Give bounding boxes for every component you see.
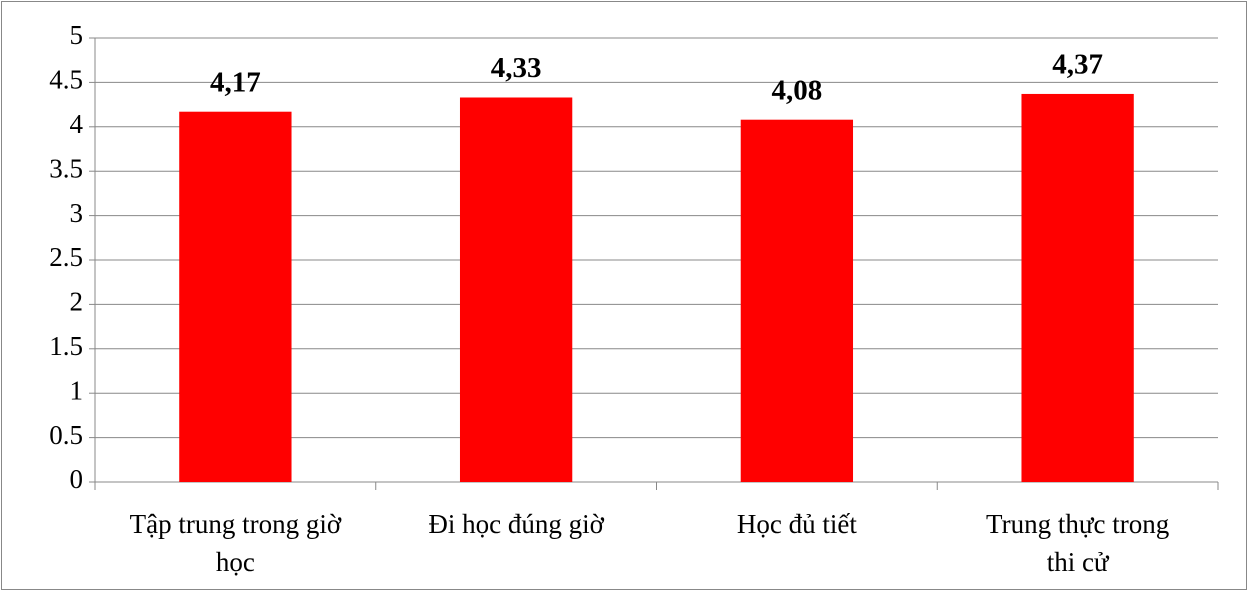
bar	[459, 97, 573, 482]
y-tick-label: 2.5	[49, 242, 83, 272]
y-tick-label: 1.5	[49, 331, 83, 361]
bar	[179, 111, 292, 482]
y-tick-label: 1	[70, 375, 84, 405]
y-tick-label: 0.5	[49, 420, 83, 450]
data-label: 4,37	[1052, 49, 1103, 81]
y-tick-label: 2	[70, 287, 84, 317]
x-tick-label: Trung thực trong thi cử	[986, 509, 1170, 577]
y-tick-label: 5	[70, 20, 84, 50]
data-label: 4,08	[772, 74, 823, 106]
x-tick-label: Học đủ tiết	[736, 509, 857, 539]
y-tick-label: 4	[70, 109, 84, 139]
data-label: 4,17	[210, 66, 261, 98]
x-tick-label: Tập trung trong giờ học	[129, 509, 342, 577]
y-tick-label: 3.5	[49, 153, 83, 183]
bar	[1021, 93, 1134, 482]
data-label: 4,33	[491, 52, 542, 84]
x-tick-label: Đi học đúng giờ	[428, 509, 604, 539]
bar	[740, 119, 854, 483]
y-tick-label: 0	[70, 464, 84, 494]
y-tick-label: 4.5	[49, 65, 83, 95]
y-tick-label: 3	[70, 198, 84, 228]
